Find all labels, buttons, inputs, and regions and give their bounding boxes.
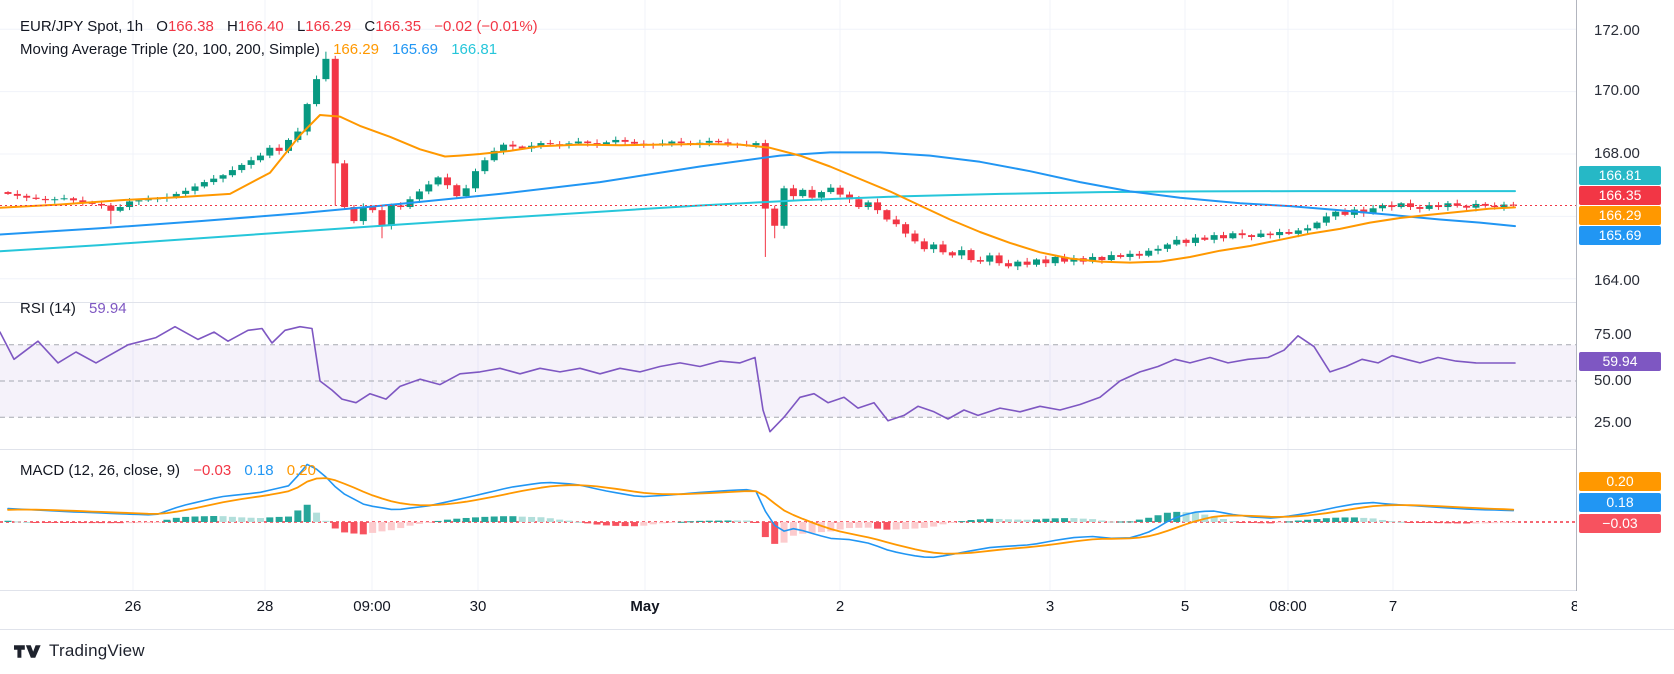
tradingview-logo-icon <box>14 644 41 658</box>
chart-canvas[interactable] <box>0 0 1576 629</box>
time-axis-label: May <box>630 598 660 615</box>
time-axis-label: 08:00 <box>1269 598 1307 615</box>
rsi-indicator-title[interactable]: RSI (14) <box>20 300 76 317</box>
time-axis-label: 8 <box>1570 598 1580 615</box>
ma200-value: 166.81 <box>451 41 498 58</box>
ma-legend-row: Moving Average Triple (20, 100, 200, Sim… <box>20 41 497 58</box>
pane-separator-macd-timeaxis <box>0 590 1674 591</box>
low-value: L166.29 <box>296 18 352 35</box>
price-axis-label: 25.00 <box>1594 414 1632 431</box>
rsi-value: 59.94 <box>89 300 127 317</box>
axis-price-badge: −0.03 <box>1579 514 1661 533</box>
time-axis-label: 26 <box>124 598 142 615</box>
axis-price-badge: 0.20 <box>1579 472 1661 491</box>
time-axis-label: 28 <box>256 598 274 615</box>
open-value: O166.38 <box>156 18 214 35</box>
chart-bottom-border <box>0 629 1674 630</box>
axis-price-badge: 166.35 <box>1579 186 1661 205</box>
price-axis-label: 75.00 <box>1594 326 1632 343</box>
time-axis-label: 5 <box>1180 598 1190 615</box>
time-axis[interactable]: 26 28 09:00 30 May 2 3 5 08:00 7 8 <box>0 591 1674 629</box>
price-axis-label: 164.00 <box>1594 272 1640 289</box>
macd-signal-value: 0.20 <box>286 462 316 479</box>
macd-legend-row: MACD (12, 26, close, 9) −0.03 0.18 0.20 <box>20 462 316 479</box>
axis-price-badge: 166.81 <box>1579 166 1661 185</box>
macd-hist-value: −0.03 <box>193 462 232 479</box>
ma-indicator-title[interactable]: Moving Average Triple (20, 100, 200, Sim… <box>20 41 320 58</box>
axis-price-badge: 0.18 <box>1579 493 1661 512</box>
close-value: C166.35 <box>364 18 422 35</box>
time-axis-label: 09:00 <box>353 598 391 615</box>
rsi-legend-row: RSI (14) 59.94 <box>20 300 127 317</box>
axis-price-badge: 165.69 <box>1579 226 1661 245</box>
price-axis-label: 170.00 <box>1594 82 1640 99</box>
price-axis-border <box>1576 0 1577 629</box>
ma20-value: 166.29 <box>333 41 379 58</box>
main-legend-row: EUR/JPY Spot, 1h O166.38 H166.40 L166.29… <box>20 18 538 35</box>
price-axis-label: 172.00 <box>1594 22 1640 39</box>
price-axis-label: 50.00 <box>1594 372 1632 389</box>
time-axis-label: 2 <box>835 598 845 615</box>
price-axis-label: 168.00 <box>1594 145 1640 162</box>
high-value: H166.40 <box>227 18 284 35</box>
time-axis-label: 7 <box>1388 598 1398 615</box>
time-axis-label: 3 <box>1045 598 1055 615</box>
price-axis[interactable]: 172.00 170.00 168.00 164.00 75.00 50.00 25.00 1… <box>1577 0 1674 629</box>
symbol-title[interactable]: EUR/JPY Spot, 1h <box>20 18 144 35</box>
tradingview-watermark[interactable]: TradingView <box>14 641 145 661</box>
pane-separator-rsi-macd[interactable] <box>0 449 1674 450</box>
ma100-value: 165.69 <box>392 41 439 58</box>
axis-price-badge: 59.94 <box>1579 352 1661 371</box>
change-value: −0.02 (−0.01%) <box>434 18 538 35</box>
pane-separator-main-rsi[interactable] <box>0 302 1674 303</box>
macd-line-value: 0.18 <box>244 462 274 479</box>
time-axis-label: 30 <box>469 598 487 615</box>
macd-indicator-title[interactable]: MACD (12, 26, close, 9) <box>20 462 181 479</box>
axis-price-badge: 166.29 <box>1579 206 1661 225</box>
tradingview-watermark-label: TradingView <box>49 641 145 660</box>
